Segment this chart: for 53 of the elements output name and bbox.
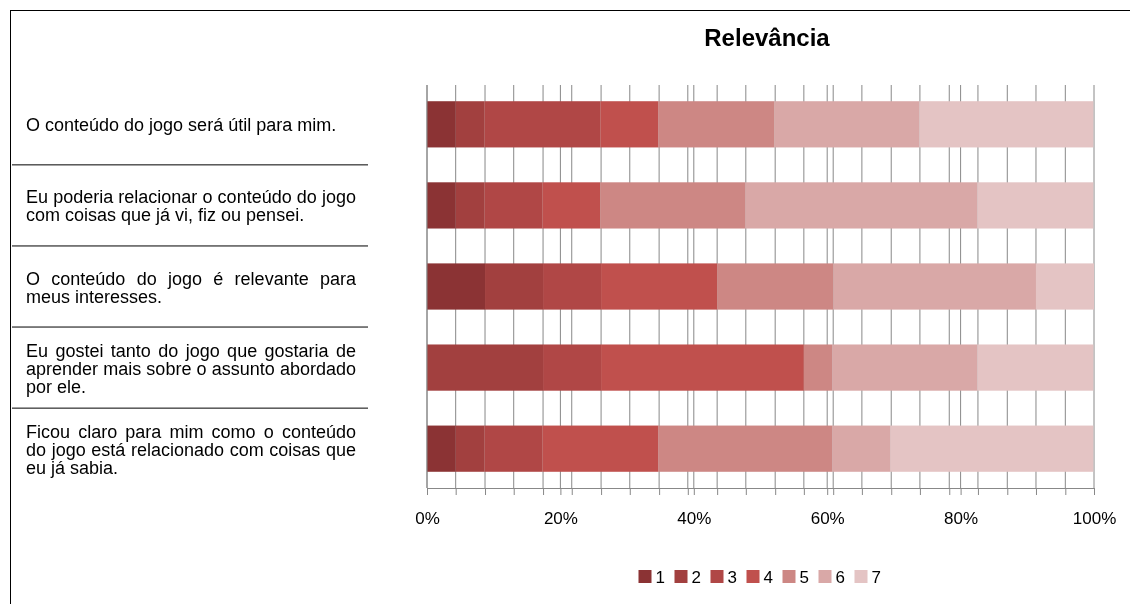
bar — [427, 425, 456, 472]
x-tick-label: 20% — [543, 508, 578, 528]
bar — [427, 344, 544, 391]
bar — [919, 101, 1094, 148]
y-tick-label: Eu poderia relacionar o conteúdo do jogo com coisas que já vi, fiz ou pensei. — [26, 187, 356, 226]
bar — [600, 182, 746, 229]
x-tick-label: 60% — [810, 508, 845, 528]
bar — [484, 101, 601, 148]
bar — [833, 263, 1036, 310]
y-tick-label: Ficou claro para mim como o conteúdo do jogo está relacionado com coisas que eu já sabia. — [26, 421, 356, 478]
bar — [543, 344, 602, 391]
bar — [745, 182, 978, 229]
y-tick-label: O conteúdo do jogo será útil para mim. — [26, 115, 337, 136]
bar — [427, 182, 456, 229]
legend-label: 3 — [727, 568, 737, 587]
bar — [427, 263, 486, 310]
legend-label: 1 — [655, 568, 665, 587]
legend-label: 2 — [691, 568, 701, 587]
bar — [455, 425, 485, 472]
bar — [890, 425, 1094, 472]
bar — [832, 344, 978, 391]
bar — [485, 263, 544, 310]
bar — [977, 344, 1094, 391]
y-tick-label: O conteúdo do jogo é relevante para meus interesses. — [26, 268, 356, 307]
chart-title: Relevância — [704, 24, 831, 51]
x-tick-label: 100% — [1072, 508, 1117, 528]
bar — [803, 344, 833, 391]
bar — [455, 182, 485, 229]
bar — [658, 425, 833, 472]
bar — [1035, 263, 1094, 310]
legend-label: 7 — [871, 568, 881, 587]
bar — [542, 425, 659, 472]
x-tick-label: 80% — [944, 508, 979, 528]
y-tick-label: Eu gostei tanto do jogo que gostaria de aprender mais sobre o assunto abordado por ele. — [26, 340, 356, 397]
bar — [542, 182, 601, 229]
bar — [658, 101, 775, 148]
bar — [717, 263, 834, 310]
bar — [427, 101, 456, 148]
bar — [774, 101, 920, 148]
x-tick-label: 40% — [677, 508, 712, 528]
bar — [543, 263, 602, 310]
x-tick-label: 0% — [415, 508, 440, 528]
bar — [484, 425, 543, 472]
legend-label: 6 — [835, 568, 845, 587]
bar — [484, 182, 543, 229]
bar — [832, 425, 891, 472]
bar — [601, 263, 718, 310]
legend-label: 4 — [763, 568, 773, 587]
bar — [600, 101, 659, 148]
legend-label: 5 — [799, 568, 809, 587]
bar — [601, 344, 804, 391]
bar — [977, 182, 1094, 229]
bar — [455, 101, 485, 148]
